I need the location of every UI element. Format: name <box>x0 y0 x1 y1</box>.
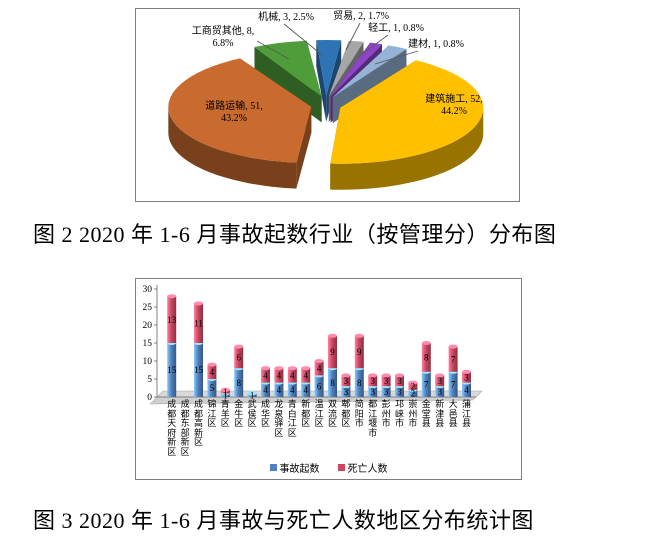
x-axis-label: 新 津 县 <box>435 399 445 429</box>
svg-text:8: 8 <box>424 353 429 363</box>
x-axis-label: 崇 州 市 <box>408 399 418 429</box>
legend-item-accidents: 事故起数 <box>269 460 320 475</box>
svg-text:3: 3 <box>384 376 389 386</box>
x-axis-label: 龙 泉 驿 区 <box>274 399 284 438</box>
pie-slice-label-trade: 贸易, 2, 1.7% <box>333 11 389 22</box>
svg-text:4: 4 <box>303 385 308 395</box>
pie-slice-label-building-materials: 建材, 1, 0.8% <box>408 39 464 50</box>
legend-item-deaths: 死亡人数 <box>337 460 388 475</box>
x-axis-label: 都 江 堰 市 <box>368 399 378 438</box>
svg-text:4: 4 <box>210 367 215 377</box>
svg-text:6: 6 <box>236 353 241 363</box>
svg-text:4: 4 <box>303 371 308 381</box>
svg-text:4: 4 <box>263 385 268 395</box>
x-axis-label: 蒲 江 县 <box>461 399 471 429</box>
svg-text:3: 3 <box>437 376 442 386</box>
svg-text:2: 2 <box>411 381 416 391</box>
pie-slice-label-construction: 建筑施工, 52, 44.2% <box>425 94 483 117</box>
svg-text:3: 3 <box>397 387 402 397</box>
figure2-caption: 图 2 2020 年 1-6 月事故起数行业（按管理分）分布图 <box>33 222 557 247</box>
svg-text:1: 1 <box>223 390 228 400</box>
svg-text:25: 25 <box>143 303 153 313</box>
x-axis-label: 新 都 区 <box>301 399 311 429</box>
svg-text:0: 0 <box>147 393 152 403</box>
x-axis-label: 成 华 区 <box>260 399 270 429</box>
svg-text:5: 5 <box>210 383 215 393</box>
x-axis-label: 锦 江 区 <box>207 399 217 429</box>
svg-text:6: 6 <box>317 381 322 391</box>
svg-text:4: 4 <box>290 385 295 395</box>
svg-text:7: 7 <box>424 380 429 390</box>
bar-chart-legend: 事故起数 死亡人数 <box>136 460 521 475</box>
svg-text:30: 30 <box>143 285 153 295</box>
legend-label-deaths: 死亡人数 <box>347 464 388 475</box>
bar-chart-x-axis-labels: 成 都 天 府 新 区成 都 东 部 新 区成 都 高 新 区锦 江 区青 羊 … <box>136 399 521 460</box>
legend-color-swatch-accidents <box>269 464 277 471</box>
svg-text:4: 4 <box>317 363 322 373</box>
x-axis-label: 金 牛 区 <box>234 399 244 429</box>
x-axis-label: 青 羊 区 <box>220 399 230 429</box>
x-axis-label: 邛 崃 市 <box>394 399 404 429</box>
legend-label-accidents: 事故起数 <box>279 464 320 475</box>
x-axis-label: 武 侯 区 <box>247 399 257 429</box>
svg-text:4: 4 <box>464 385 469 395</box>
x-axis-label: 大 邑 县 <box>448 399 458 429</box>
pie-slice-label-industry-commerce-other: 工商贸其他, 8, 6.8% <box>191 26 255 49</box>
pie-slice-label-machinery: 机械, 3, 2.5% <box>258 12 314 23</box>
svg-text:4: 4 <box>277 385 282 395</box>
svg-text:3: 3 <box>437 387 442 397</box>
svg-text:8: 8 <box>330 378 335 388</box>
svg-text:15: 15 <box>143 339 153 349</box>
figure3-caption: 图 3 2020 年 1-6 月事故与死亡人数地区分布统计图 <box>33 508 534 533</box>
x-axis-label: 温 江 区 <box>314 399 324 429</box>
bar-chart: 0510152025301513151154118614444444464893… <box>143 285 483 405</box>
x-axis-label: 成 都 天 府 新 区 <box>167 399 177 457</box>
svg-text:4: 4 <box>263 371 268 381</box>
svg-text:10: 10 <box>143 357 153 367</box>
svg-text:3: 3 <box>370 387 375 397</box>
svg-text:3: 3 <box>397 376 402 386</box>
svg-text:9: 9 <box>330 347 335 357</box>
svg-text:2: 2 <box>411 389 416 399</box>
svg-text:1: 1 <box>250 390 255 400</box>
svg-text:20: 20 <box>143 321 153 331</box>
svg-text:13: 13 <box>167 315 177 325</box>
x-axis-label: 成 都 东 部 新 区 <box>180 399 190 457</box>
x-axis-label: 双 流 区 <box>327 399 337 429</box>
svg-text:4: 4 <box>277 371 282 381</box>
pie-chart-panel: 机械, 3, 2.5% 贸易, 2, 1.7% 轻工, 1, 0.8% 建材, … <box>135 8 520 202</box>
svg-text:3: 3 <box>344 387 349 397</box>
svg-text:3: 3 <box>384 387 389 397</box>
svg-text:7: 7 <box>451 380 456 390</box>
x-axis-label: 简 阳 市 <box>354 399 364 429</box>
svg-text:4: 4 <box>290 371 295 381</box>
x-axis-label: 郫 都 区 <box>341 399 351 429</box>
svg-text:3: 3 <box>370 376 375 386</box>
svg-text:1: 1 <box>223 387 228 397</box>
svg-text:8: 8 <box>236 378 241 388</box>
pie-slice-label-road-transport: 道路运输, 51, 43.2% <box>205 101 263 124</box>
svg-text:8: 8 <box>357 378 362 388</box>
svg-text:5: 5 <box>147 375 152 385</box>
svg-text:3: 3 <box>344 376 349 386</box>
svg-text:3: 3 <box>464 372 469 382</box>
x-axis-label: 彭 州 市 <box>381 399 391 429</box>
svg-text:15: 15 <box>167 365 177 375</box>
pie-slice-label-light-industry: 轻工, 1, 0.8% <box>368 23 424 34</box>
svg-text:15: 15 <box>194 365 204 375</box>
x-axis-label: 成 都 高 新 区 <box>193 399 203 448</box>
legend-color-swatch-deaths <box>337 464 345 471</box>
svg-text:7: 7 <box>451 354 456 364</box>
x-axis-label: 青 白 江 区 <box>287 399 297 438</box>
x-axis-label: 金 堂 县 <box>421 399 431 429</box>
bar-chart-panel: 0 5 10 15 20 25 30 15 13 15 11 5 4 1 1 8 6 1 4 4 4 4 4 4 4 4 6 4 8 9 3… <box>135 278 522 480</box>
svg-text:11: 11 <box>194 318 203 328</box>
svg-text:9: 9 <box>357 347 362 357</box>
pie-chart <box>168 40 484 190</box>
